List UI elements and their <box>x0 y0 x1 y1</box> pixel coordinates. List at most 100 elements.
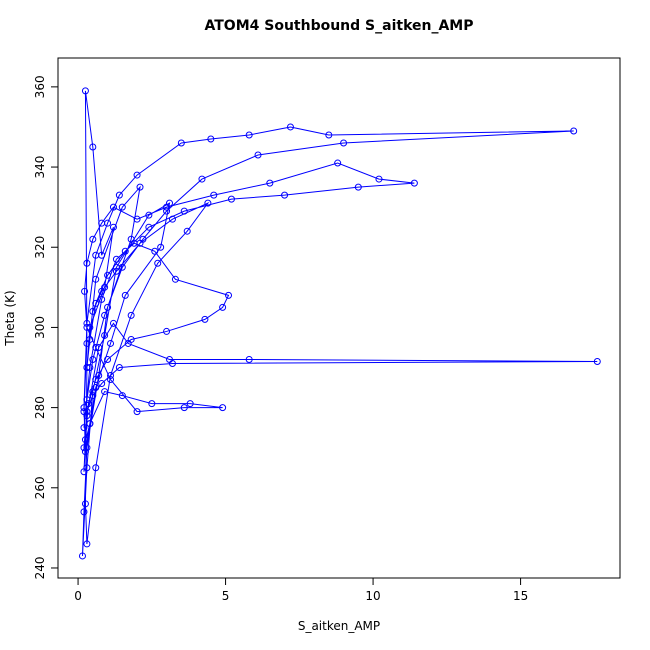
data-point <box>254 151 262 159</box>
data-point <box>107 372 115 380</box>
data-point <box>154 259 162 267</box>
data-point <box>98 219 106 227</box>
data-point <box>104 355 112 363</box>
data-point <box>83 412 91 420</box>
data-point <box>104 271 112 279</box>
data-point <box>286 123 294 131</box>
y-tick-label: 360 <box>33 75 47 98</box>
data-point <box>107 376 115 384</box>
data-point <box>201 315 209 323</box>
data-point <box>133 171 141 179</box>
data-point <box>92 384 100 392</box>
data-point <box>89 307 97 315</box>
data-point <box>109 319 117 327</box>
data-point <box>112 255 120 263</box>
data-point <box>219 303 227 311</box>
data-point <box>133 215 141 223</box>
data-point <box>118 203 126 211</box>
data-point <box>92 299 100 307</box>
data-point <box>410 179 418 187</box>
data-point <box>107 339 115 347</box>
data-point <box>177 139 185 147</box>
data-point <box>375 175 383 183</box>
data-point <box>83 444 91 452</box>
data-point <box>148 400 156 408</box>
data-point <box>171 275 179 283</box>
data-point <box>145 211 153 219</box>
data-point <box>210 191 218 199</box>
x-tick-label: 10 <box>365 589 380 603</box>
data-point <box>101 388 109 396</box>
data-point <box>115 364 123 372</box>
y-tick-label: 320 <box>33 236 47 259</box>
data-point <box>84 400 92 408</box>
data-line <box>81 90 598 556</box>
data-point <box>118 263 126 271</box>
data-point <box>168 215 176 223</box>
data-point <box>80 468 88 476</box>
data-point <box>83 540 91 548</box>
data-point <box>225 291 233 299</box>
data-point <box>121 247 129 255</box>
data-point <box>89 392 97 400</box>
data-point <box>168 360 176 368</box>
data-point <box>109 203 117 211</box>
y-axis-label: Theta (K) <box>3 290 17 346</box>
data-point <box>183 227 191 235</box>
data-point <box>92 343 100 351</box>
data-point <box>112 267 120 275</box>
data-point <box>101 331 109 339</box>
y-tick-label: 260 <box>33 476 47 499</box>
data-point <box>83 323 91 331</box>
data-point <box>81 448 89 456</box>
data-point <box>86 420 94 428</box>
data-point <box>157 243 165 251</box>
data-point <box>281 191 289 199</box>
data-point <box>570 127 578 135</box>
data-point <box>81 87 89 95</box>
data-point <box>78 552 86 560</box>
data-point <box>198 175 206 183</box>
data-point <box>136 183 144 191</box>
chart-title: ATOM4 Southbound S_aitken_AMP <box>205 18 474 34</box>
data-point <box>354 183 362 191</box>
data-point <box>92 376 100 384</box>
data-point <box>133 408 141 416</box>
data-point <box>118 392 126 400</box>
data-point <box>92 251 100 259</box>
data-point <box>95 343 103 351</box>
data-point <box>86 364 94 372</box>
data-point <box>92 275 100 283</box>
data-point <box>115 191 123 199</box>
data-point <box>593 358 601 366</box>
data-point <box>227 195 235 203</box>
data-point <box>340 139 348 147</box>
data-point <box>83 408 91 416</box>
data-point <box>145 223 153 231</box>
data-point <box>127 311 135 319</box>
data-point <box>325 131 333 139</box>
x-tick-label: 15 <box>513 589 528 603</box>
data-point <box>83 396 91 404</box>
y-tick-label: 240 <box>33 557 47 580</box>
data-point <box>180 207 188 215</box>
data-point <box>104 303 112 311</box>
data-point <box>80 444 88 452</box>
data-point <box>80 508 88 516</box>
data-point <box>207 135 215 143</box>
data-point <box>266 179 274 187</box>
x-tick-label: 5 <box>222 589 230 603</box>
data-point <box>163 207 171 215</box>
data-point <box>89 143 97 151</box>
data-point <box>83 364 91 372</box>
y-tick-label: 340 <box>33 156 47 179</box>
data-point <box>81 287 89 295</box>
data-point <box>136 239 144 247</box>
data-point <box>98 287 106 295</box>
data-point <box>163 203 171 211</box>
y-tick-label: 300 <box>33 316 47 339</box>
data-point <box>163 327 171 335</box>
data-point <box>81 436 89 444</box>
data-point <box>180 404 188 412</box>
